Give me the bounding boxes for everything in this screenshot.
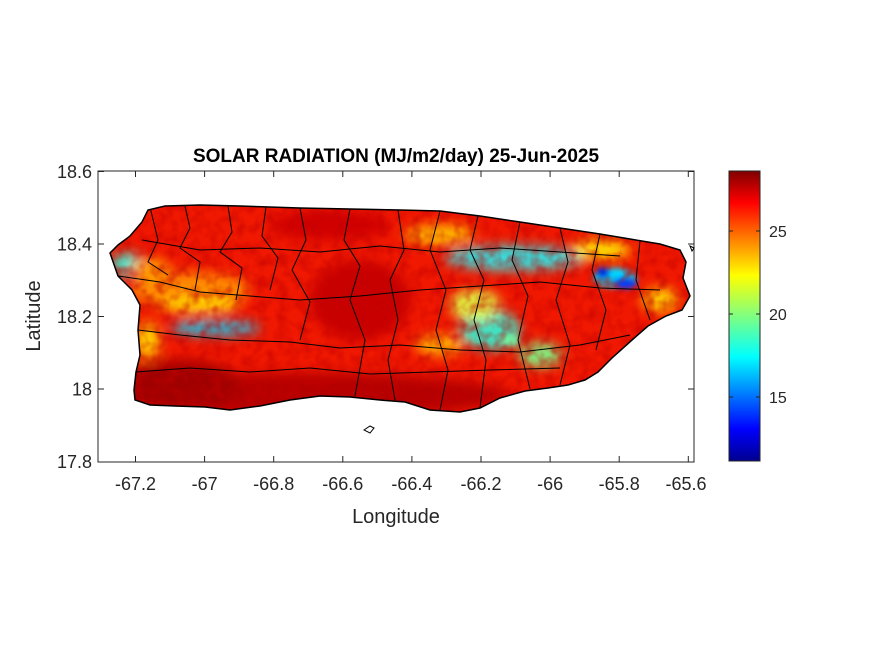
svg-text:-67: -67 [192,474,218,494]
colorbar-tick: 20 [729,307,787,324]
boundary-line [469,215,487,409]
boundary-line [179,205,201,291]
svg-text:-66.4: -66.4 [391,474,432,494]
boundary-line [137,329,631,353]
boundary-line [117,275,661,301]
chart-title: SOLAR RADIATION (MJ/m2/day) 25-Jun-2025 [193,146,600,167]
colorbar: 25 20 15 [728,170,787,462]
svg-text:-66.6: -66.6 [322,474,363,494]
colorbar-tick: 15 [729,390,787,407]
x-tick: -66.8 [253,171,294,494]
boundary-line [291,207,311,341]
y-axis-label: Latitude [23,280,45,351]
colorbar-tick: 25 [729,224,787,241]
boundary-line [147,206,169,276]
boundary-line [261,206,279,291]
boundary-line [219,205,243,301]
svg-text:-67.2: -67.2 [115,474,156,494]
x-tick: -65.6 [665,171,707,494]
boundary-line [343,208,366,397]
svg-text:-66.2: -66.2 [460,474,501,494]
offshore-cay [689,244,695,253]
svg-text:17.8: 17.8 [57,452,92,472]
colorbar-gradient [728,170,761,462]
svg-text:18.4: 18.4 [57,235,92,255]
boundary-line [429,210,449,411]
x-axis-label: Longitude [352,506,440,528]
x-tick: -66 [537,171,563,494]
svg-text:15: 15 [769,390,787,407]
svg-text:18.2: 18.2 [57,307,92,327]
svg-text:-65.8: -65.8 [599,474,640,494]
boundary-line [591,233,607,351]
boundary-line [511,221,531,390]
boundary-line [141,239,621,257]
svg-text:25: 25 [769,224,787,241]
x-tick: -65.8 [599,171,640,494]
x-axis: -67.2 -67 -66.8 -66.6 -66.4 -66.2 -66 -6… [115,171,707,494]
x-tick: -66.4 [391,171,432,494]
y-tick: 18.2 [57,307,694,327]
municipality-boundaries [117,205,661,411]
svg-text:18: 18 [72,380,92,400]
svg-text:-66.8: -66.8 [253,474,294,494]
y-tick: 18.6 [57,162,694,182]
boundary-line [135,367,561,375]
boundary-line [555,227,571,386]
x-tick: -67.2 [115,171,156,494]
boundary-line [635,240,651,321]
svg-text:-66: -66 [537,474,563,494]
y-tick: 17.8 [57,452,92,472]
y-tick: 18.4 [57,235,694,255]
caja-de-muertos-island [363,425,375,434]
boundary-line [387,209,405,401]
svg-text:18.6: 18.6 [57,162,92,182]
x-tick: -66.6 [322,171,363,494]
svg-text:-65.6: -65.6 [665,474,706,494]
x-tick: -66.2 [460,171,502,494]
x-tick: -67 [192,171,218,494]
svg-text:20: 20 [769,307,787,324]
y-tick: 18 [72,380,694,400]
y-axis: 18.6 18.4 18.2 18 17.8 [57,162,694,472]
